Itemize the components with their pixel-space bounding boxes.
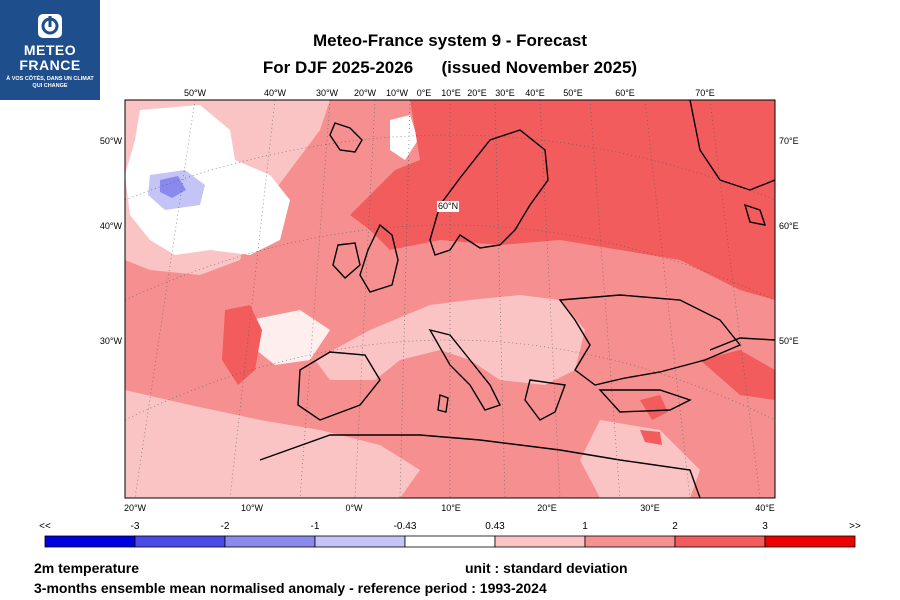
side-label-left: 50°W bbox=[99, 136, 122, 146]
lon-label-top: 50°W bbox=[183, 88, 207, 98]
page-title: Meteo-France system 9 - Forecast bbox=[313, 31, 587, 50]
colorbar-label: -3 bbox=[130, 521, 140, 532]
logo-text-meteo: METEO bbox=[23, 42, 77, 58]
lon-label-top: 10°W bbox=[385, 88, 409, 98]
unit-label: unit : standard deviation bbox=[465, 560, 628, 576]
colorbar-label: 0.43 bbox=[485, 521, 505, 532]
lon-label-bottom: 30°E bbox=[640, 503, 660, 513]
lon-label-top: 50°E bbox=[563, 88, 583, 98]
description-label: 3-months ensemble mean normalised anomal… bbox=[34, 580, 547, 596]
colorbar-label: -1 bbox=[310, 521, 320, 532]
colorbar-swatch bbox=[674, 535, 766, 548]
lon-label-top: 20°E bbox=[467, 88, 487, 98]
logo-text-france: FRANCE bbox=[19, 57, 81, 73]
colorbar-swatch bbox=[134, 535, 226, 548]
lon-label-top: 0°E bbox=[416, 88, 432, 98]
colorbar-swatch bbox=[404, 535, 496, 548]
page-subtitle: For DJF 2025-2026 (issued November 2025) bbox=[262, 58, 638, 77]
colorbar-label: << bbox=[39, 521, 51, 532]
lon-label-bottom: 10°W bbox=[240, 503, 264, 513]
logo-tagline: À VOS CÔTÉS, DANS UN CLIMAT QUI CHANGE bbox=[6, 76, 94, 89]
side-label-right: 60°E bbox=[779, 221, 799, 231]
colorbar-swatch bbox=[494, 535, 586, 548]
colorbar-swatch bbox=[314, 535, 406, 548]
lon-label-top: 30°E bbox=[495, 88, 515, 98]
colorbar bbox=[44, 535, 856, 548]
lon-label-top: 70°E bbox=[695, 88, 715, 98]
meteo-france-logo: METEO FRANCE À VOS CÔTÉS, DANS UN CLIMAT… bbox=[0, 0, 100, 100]
colorbar-label: >> bbox=[849, 521, 861, 532]
lon-label-top: 10°E bbox=[441, 88, 461, 98]
lon-label-bottom: 20°E bbox=[537, 503, 557, 513]
side-label-left: 40°W bbox=[99, 221, 122, 231]
lon-label-top: 40°E bbox=[525, 88, 545, 98]
lon-label-top: 40°W bbox=[263, 88, 287, 98]
colorbar-swatch bbox=[764, 535, 856, 548]
colorbar-label: 1 bbox=[582, 521, 588, 532]
colorbar-label: -0.43 bbox=[393, 521, 417, 532]
lon-label-bottom: 0°W bbox=[345, 503, 363, 513]
colorbar-label: 3 bbox=[762, 521, 768, 532]
lon-label-bottom: 10°E bbox=[441, 503, 461, 513]
colorbar-swatch bbox=[44, 535, 136, 548]
lon-label-top: 30°W bbox=[315, 88, 339, 98]
lon-label-top: 20°W bbox=[353, 88, 377, 98]
colorbar-label: -2 bbox=[220, 521, 230, 532]
lat-60n-label: 60°N bbox=[437, 201, 460, 212]
colorbar-swatch bbox=[584, 535, 676, 548]
lon-label-bottom: 40°E bbox=[755, 503, 775, 513]
side-label-right: 50°E bbox=[779, 336, 799, 346]
side-label-left: 30°W bbox=[99, 336, 122, 346]
colorbar-label: 2 bbox=[672, 521, 678, 532]
logo-mark-icon bbox=[38, 14, 62, 38]
variable-label: 2m temperature bbox=[34, 560, 140, 576]
lon-label-bottom: 20°W bbox=[123, 503, 147, 513]
map-field bbox=[125, 100, 775, 498]
side-label-right: 70°E bbox=[779, 136, 799, 146]
colorbar-swatch bbox=[224, 535, 316, 548]
lon-label-top: 60°E bbox=[615, 88, 635, 98]
